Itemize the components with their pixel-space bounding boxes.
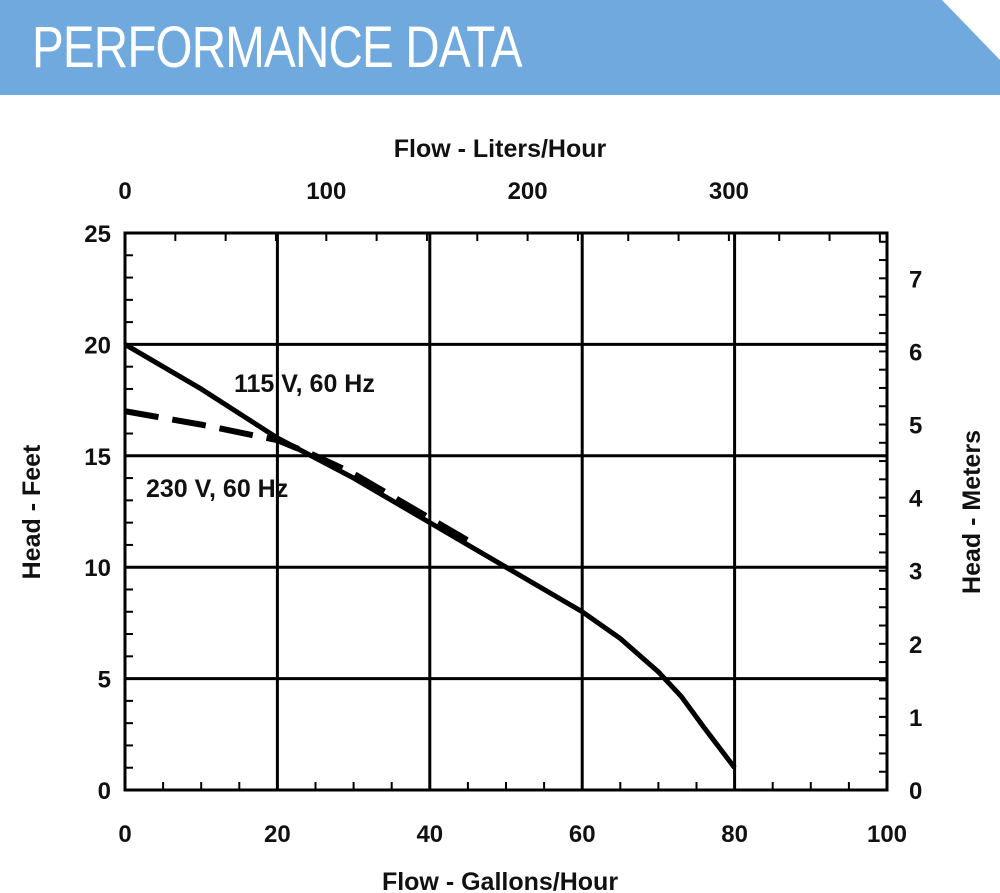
header-banner-shape bbox=[0, 0, 1000, 95]
x-top-tick-label: 300 bbox=[709, 178, 749, 205]
y-right-tick-label: 7 bbox=[909, 266, 922, 293]
y-left-tick-label: 20 bbox=[84, 332, 111, 359]
plot-frame bbox=[123, 231, 889, 792]
y-right-tick-label: 4 bbox=[909, 486, 923, 513]
x-top-tick-label: 0 bbox=[118, 178, 131, 205]
x-top-tick-label: 100 bbox=[306, 178, 346, 205]
x-bottom-tick-label: 0 bbox=[118, 821, 131, 848]
page-title: PERFORMANCE DATA bbox=[32, 15, 523, 80]
series-line-0 bbox=[123, 342, 737, 770]
y-left-tick-label: 0 bbox=[98, 778, 111, 805]
y-right-tick-label: 6 bbox=[909, 339, 922, 366]
axis-ticks bbox=[124, 232, 888, 791]
y-right-tick-label: 2 bbox=[909, 632, 922, 659]
y-left-tick-label: 15 bbox=[84, 444, 111, 471]
x-top-tick-label: 200 bbox=[508, 178, 548, 205]
y-right-axis-title: Head - Meters bbox=[958, 430, 986, 594]
x-bottom-tick-label: 100 bbox=[867, 821, 907, 848]
x-bottom-tick-label: 60 bbox=[569, 821, 596, 848]
x-bottom-tick-label: 80 bbox=[721, 821, 748, 848]
series-label-230v: 230 V, 60 Hz bbox=[146, 475, 288, 503]
y-left-tick-label: 5 bbox=[98, 667, 111, 694]
y-right-tick-label: 3 bbox=[909, 559, 922, 586]
y-left-axis-title: Head - Feet bbox=[18, 444, 46, 579]
header-banner bbox=[0, 0, 1000, 95]
chart-grid bbox=[125, 233, 887, 790]
x-bottom-axis-title: Flow - Gallons/Hour bbox=[382, 868, 618, 893]
y-left-tick-label: 10 bbox=[84, 555, 111, 582]
x-bottom-tick-label: 40 bbox=[416, 821, 443, 848]
chart-series bbox=[123, 342, 737, 770]
x-bottom-tick-label: 20 bbox=[264, 821, 291, 848]
y-right-tick-label: 5 bbox=[909, 413, 922, 440]
x-top-axis-title: Flow - Liters/Hour bbox=[394, 135, 607, 163]
y-right-tick-label: 0 bbox=[909, 778, 922, 805]
plot-border bbox=[123, 231, 889, 792]
y-left-tick-label: 25 bbox=[84, 221, 111, 248]
y-right-tick-label: 1 bbox=[909, 705, 922, 732]
series-line-1 bbox=[124, 408, 478, 548]
series-label-115v: 115 V, 60 Hz bbox=[234, 370, 375, 398]
